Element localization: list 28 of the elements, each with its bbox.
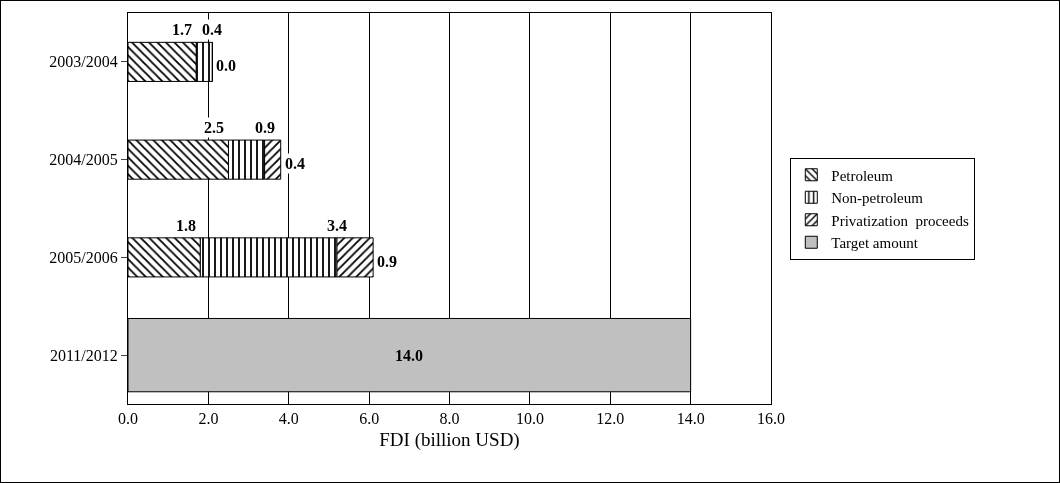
y-tick-label: 2004/2005: [49, 151, 118, 169]
x-tick-label: 8.0: [439, 410, 460, 428]
data-label: 3.4: [327, 217, 347, 234]
data-label: 14.0: [395, 347, 423, 364]
y-tick-label: 2003/2004: [49, 53, 118, 71]
data-label: 0.4: [202, 21, 222, 38]
x-tick-label: 10.0: [515, 410, 544, 428]
x-tick-label: 6.0: [359, 410, 380, 428]
data-label: 0.0: [216, 57, 236, 74]
x-tick-label: 4.0: [278, 410, 299, 428]
data-label: 2.5: [204, 119, 224, 136]
legend-label: Target amount: [831, 235, 919, 252]
data-label: 0.4: [285, 155, 305, 172]
text: Non-petroleum: [831, 190, 924, 207]
x-axis-title: FDI (billion USD): [379, 429, 520, 451]
data-label: 0.9: [377, 253, 397, 270]
y-tick-label: 2011/2012: [49, 346, 118, 364]
x-tick-label: 16.0: [757, 410, 785, 428]
x-tick-label: 12.0: [596, 410, 625, 428]
data-label: 1.8: [176, 217, 196, 234]
x-tick-label: 0.0: [118, 410, 138, 428]
y-tick-label: 2005/2006: [49, 248, 118, 266]
text: Petroleum: [831, 167, 894, 184]
data-label: 1.7: [172, 21, 192, 38]
x-tick-label: 2.0: [198, 410, 219, 428]
data-label: 0.9: [255, 119, 275, 136]
text: Privatization proceeds: [831, 212, 969, 229]
x-tick-label: 14.0: [676, 410, 705, 428]
